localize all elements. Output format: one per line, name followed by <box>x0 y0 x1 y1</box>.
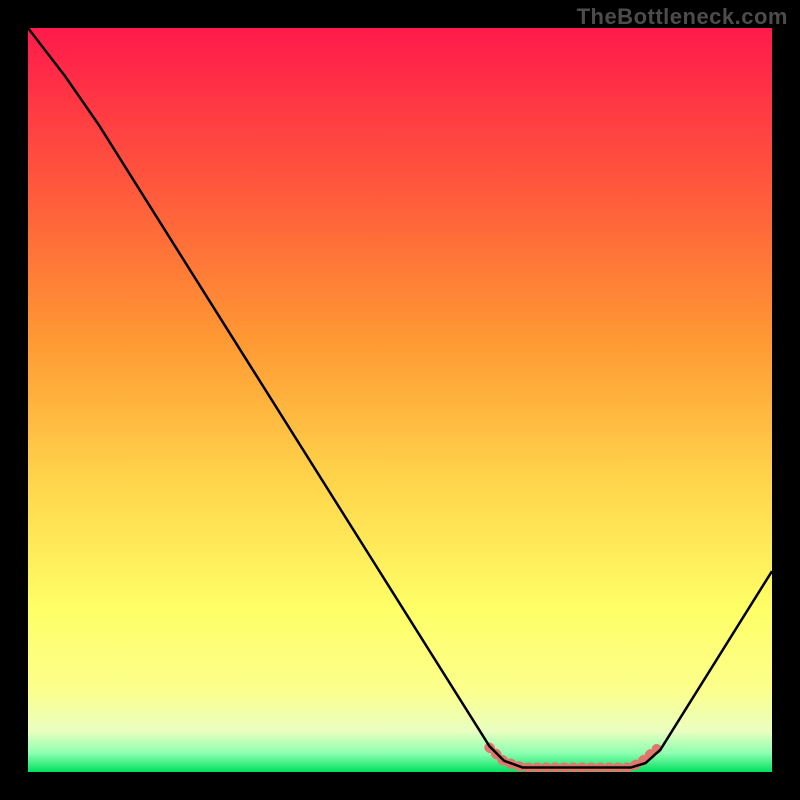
chart-svg <box>28 28 772 772</box>
plot-area <box>28 28 772 772</box>
gradient-background <box>28 28 772 772</box>
chart-frame: TheBottleneck.com <box>0 0 800 800</box>
watermark-text: TheBottleneck.com <box>577 4 788 30</box>
